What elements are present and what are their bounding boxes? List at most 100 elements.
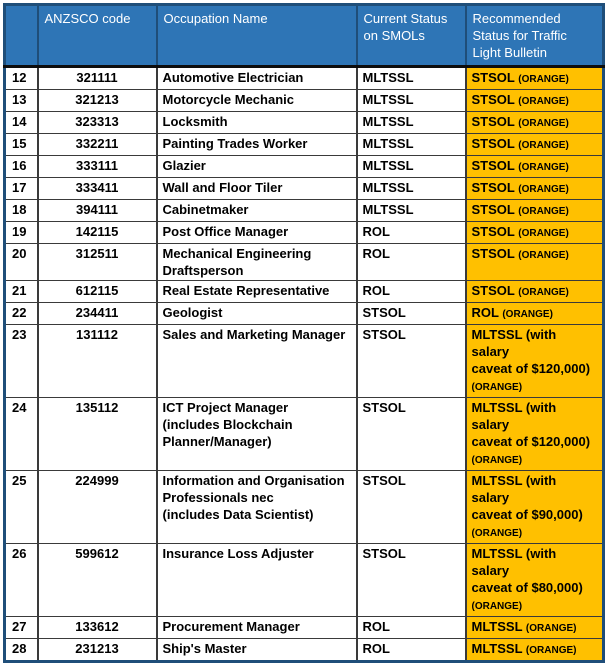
recommended-status-cell: MLTSSL (with salary caveat of $120,000) … (464, 397, 604, 471)
current-status-cell: ROL (355, 616, 466, 639)
recommended-status-value: STSOL (471, 246, 515, 261)
row-number-cell: 26 (3, 543, 38, 617)
anzsco-code-cell: 332211 (36, 133, 157, 156)
recommended-status-value: MLTSSL (with salary caveat of $90,000) (471, 473, 583, 522)
current-status-cell: MLTSSL (355, 111, 466, 134)
row-number-cell: 14 (3, 111, 38, 134)
current-status-cell: MLTSSL (355, 66, 466, 90)
traffic-light-tag: (ORANGE) (471, 601, 523, 612)
anzsco-code-cell: 131112 (36, 324, 157, 398)
occupation-cell: Painting Trades Worker (155, 133, 357, 156)
column-header-anzsco-code: ANZSCO code (36, 3, 158, 68)
traffic-light-tag: (ORANGE) (518, 74, 569, 85)
recommended-status-cell: STSOL (ORANGE) (464, 243, 604, 281)
table-row: 21 612115 Real Estate Representative ROL… (3, 280, 604, 303)
current-status-cell: MLTSSL (355, 177, 466, 200)
table-body: 12 321111 Automotive Electrician MLTSSL … (3, 66, 604, 662)
table-row: 27 133612 Procurement Manager ROL MLTSSL… (3, 616, 604, 639)
table-row: 14 323313 Locksmith MLTSSL STSOL (ORANGE… (3, 111, 604, 134)
row-number-cell: 17 (3, 177, 38, 200)
occupation-cell: Information and Organisation Professiona… (155, 470, 357, 544)
table-row: 23 131112 Sales and Marketing Manager ST… (3, 324, 604, 398)
current-status-cell: ROL (355, 221, 466, 244)
table-row: 13 321213 Motorcycle Mechanic MLTSSL STS… (3, 89, 604, 112)
anzsco-code-cell: 224999 (36, 470, 157, 544)
recommended-status-cell: STSOL (ORANGE) (464, 111, 604, 134)
recommended-status-cell: STSOL (ORANGE) (464, 133, 604, 156)
current-status-cell: ROL (355, 243, 466, 281)
current-status-cell: STSOL (355, 470, 466, 544)
table-row: 28 231213 Ship's Master ROL MLTSSL (ORAN… (3, 638, 604, 662)
current-status-cell: MLTSSL (355, 89, 466, 112)
recommended-status-cell: MLTSSL (ORANGE) (464, 638, 604, 662)
recommended-status-value: STSOL (471, 114, 515, 129)
recommended-status-cell: MLTSSL (ORANGE) (464, 616, 604, 639)
row-number-cell: 28 (3, 638, 38, 662)
anzsco-code-cell: 321213 (36, 89, 157, 112)
row-number-cell: 21 (3, 280, 38, 303)
traffic-light-tag: (ORANGE) (525, 623, 577, 634)
traffic-light-tag: (ORANGE) (471, 528, 523, 539)
recommended-status-value: STSOL (471, 224, 515, 239)
traffic-light-tag: (ORANGE) (471, 382, 523, 393)
row-number-cell: 24 (3, 397, 38, 471)
recommended-status-cell: MLTSSL (with salary caveat of $80,000) (… (464, 543, 604, 617)
occupation-cell: Post Office Manager (155, 221, 357, 244)
anzsco-code-cell: 231213 (36, 638, 157, 662)
row-number-cell: 22 (3, 302, 38, 325)
occupation-cell: Locksmith (155, 111, 357, 134)
current-status-cell: STSOL (355, 543, 466, 617)
row-number-cell: 15 (3, 133, 38, 156)
row-number-cell: 23 (3, 324, 38, 398)
recommended-status-value: MLTSSL (with salary caveat of $80,000) (471, 546, 583, 595)
occupation-cell: Cabinetmaker (155, 199, 357, 222)
recommended-status-cell: STSOL (ORANGE) (464, 177, 604, 200)
column-header-row-number (3, 3, 39, 68)
current-status-cell: MLTSSL (355, 133, 466, 156)
table-row: 20 312511 Mechanical Engineering Draftsp… (3, 243, 604, 281)
anzsco-code-cell: 135112 (36, 397, 157, 471)
current-status-cell: MLTSSL (355, 155, 466, 178)
occupation-cell: Mechanical Engineering Draftsperson (155, 243, 357, 281)
recommended-status-value: STSOL (471, 136, 515, 151)
anzsco-code-cell: 321111 (36, 66, 157, 90)
occupation-cell: ICT Project Manager (includes Blockchain… (155, 397, 357, 471)
recommended-status-value: STSOL (471, 202, 515, 217)
traffic-light-tag: (ORANGE) (518, 206, 569, 217)
row-number-cell: 13 (3, 89, 38, 112)
row-number-cell: 18 (3, 199, 38, 222)
occupation-cell: Motorcycle Mechanic (155, 89, 357, 112)
column-header-recommended-status: Recommended Status for Traffic Light Bul… (464, 3, 605, 68)
recommended-status-cell: MLTSSL (with salary caveat of $120,000) … (464, 324, 604, 398)
occupation-cell: Real Estate Representative (155, 280, 357, 303)
occupation-status-table: ANZSCO code Occupation Name Current Status… (3, 3, 605, 663)
table-row: 22 234411 Geologist STSOL ROL (ORANGE) (3, 302, 604, 325)
recommended-status-cell: MLTSSL (with salary caveat of $90,000) (… (464, 470, 604, 544)
recommended-status-cell: STSOL (ORANGE) (464, 199, 604, 222)
current-status-cell: STSOL (355, 397, 466, 471)
recommended-status-cell: STSOL (ORANGE) (464, 280, 604, 303)
row-number-cell: 19 (3, 221, 38, 244)
traffic-light-tag: (ORANGE) (518, 96, 569, 107)
table-row: 18 394111 Cabinetmaker MLTSSL STSOL (ORA… (3, 199, 604, 222)
recommended-status-value: STSOL (471, 158, 515, 173)
recommended-status-cell: STSOL (ORANGE) (464, 66, 604, 90)
recommended-status-cell: STSOL (ORANGE) (464, 221, 604, 244)
traffic-light-tag: (ORANGE) (518, 250, 569, 261)
current-status-cell: ROL (355, 280, 466, 303)
traffic-light-tag: (ORANGE) (518, 162, 569, 173)
occupation-cell: Wall and Floor Tiler (155, 177, 357, 200)
row-number-cell: 12 (3, 66, 38, 90)
row-number-cell: 16 (3, 155, 38, 178)
table-row: 19 142115 Post Office Manager ROL STSOL … (3, 221, 604, 244)
traffic-light-tag: (ORANGE) (518, 228, 569, 239)
anzsco-code-cell: 333111 (36, 155, 157, 178)
table-row: 26 599612 Insurance Loss Adjuster STSOL … (3, 543, 604, 617)
recommended-status-value: STSOL (471, 92, 515, 107)
anzsco-code-cell: 142115 (36, 221, 157, 244)
anzsco-code-cell: 333411 (36, 177, 157, 200)
table-row: 25 224999 Information and Organisation P… (3, 470, 604, 544)
header-row: ANZSCO code Occupation Name Current Status… (3, 3, 605, 68)
occupation-cell: Insurance Loss Adjuster (155, 543, 357, 617)
traffic-light-tag: (ORANGE) (518, 184, 569, 195)
